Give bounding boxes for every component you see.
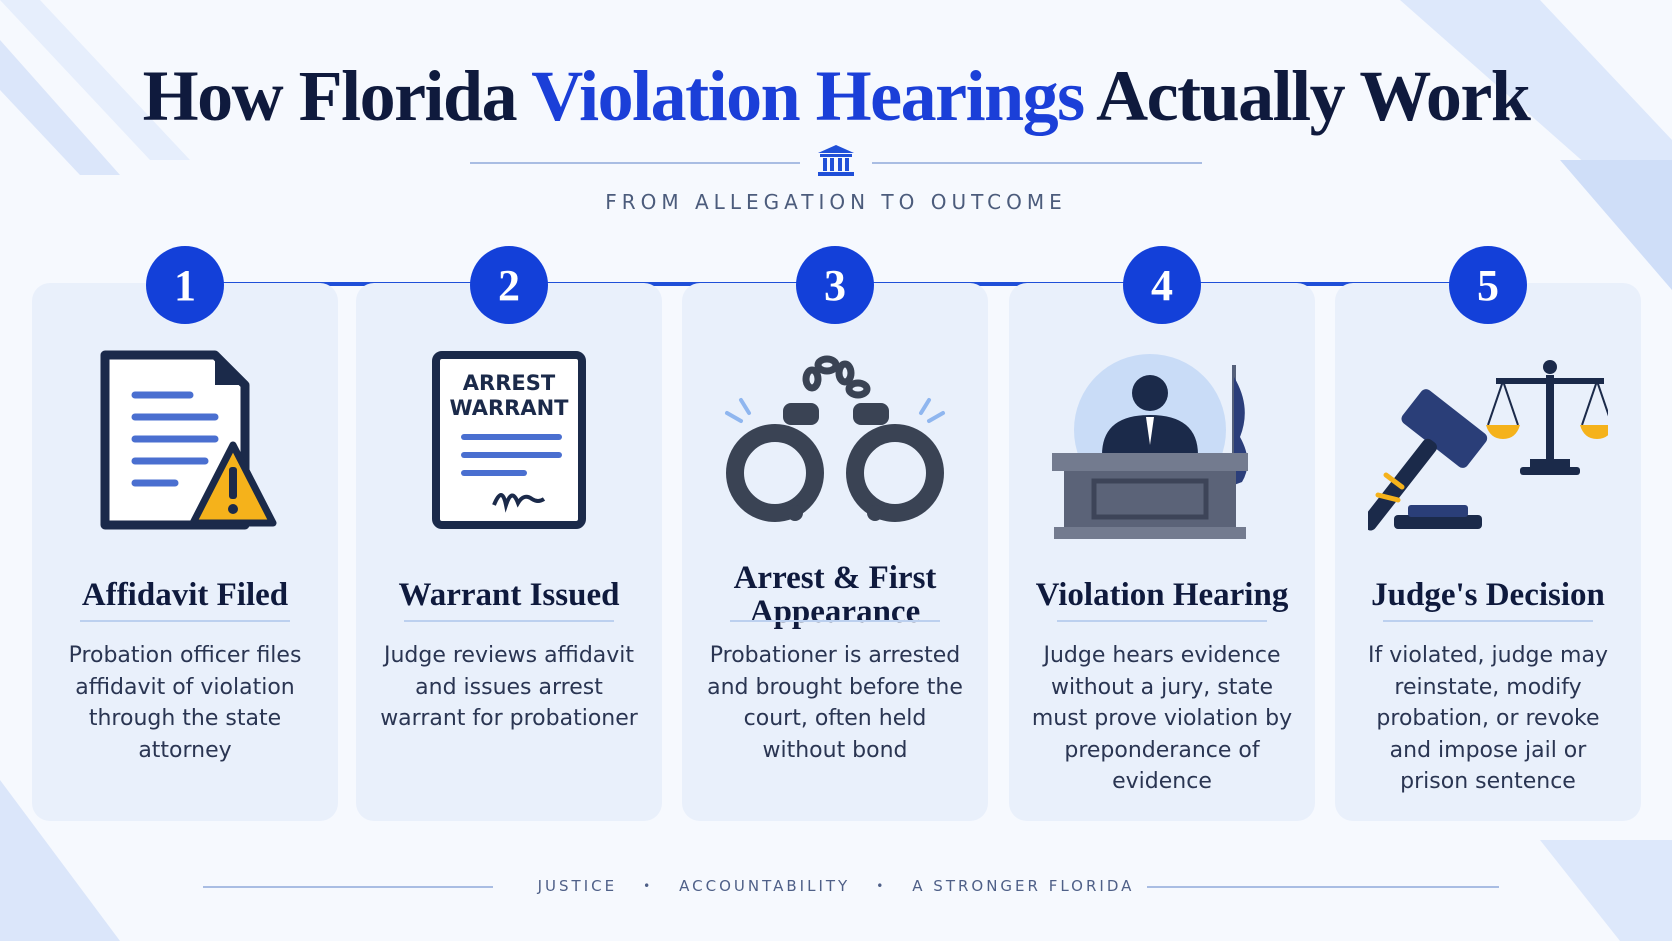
step-description: Probationer is arrested and brought befo… (707, 643, 963, 763)
gavel-scales-icon (1361, 360, 1614, 531)
step-description: Judge reviews affidavit and issues arres… (380, 643, 638, 731)
step-number: 5 (1449, 246, 1527, 324)
handcuffs-icon (725, 355, 945, 522)
title-part: How Florida (142, 56, 518, 136)
step-title: Judge's Decision (1371, 577, 1605, 613)
step-icon (65, 345, 305, 545)
icon-text: ARREST (463, 371, 556, 395)
step-card: Violation Hearing Judge hears evidence wi… (1009, 283, 1315, 821)
step-divider (404, 620, 614, 622)
step-icon (715, 345, 955, 545)
footer-item: ACCOUNTABILITY (679, 877, 851, 895)
document-warning-icon (100, 350, 277, 530)
step-description: Probation officer files affidavit of vio… (68, 643, 302, 763)
title-rule (470, 162, 800, 164)
step-description: If violated, judge may reinstate, modify… (1368, 643, 1608, 794)
step-title: Warrant Issued (398, 577, 620, 613)
step-divider (1057, 620, 1267, 622)
step-icon: ARREST WARRANT (389, 345, 629, 545)
footer-rule (1147, 886, 1499, 888)
step-icon (1361, 345, 1614, 545)
step-card: Judge's Decision If violated, judge may r… (1335, 283, 1641, 821)
title-part: Actually Work (1096, 56, 1531, 136)
step-description: Judge hears evidence without a jury, sta… (1031, 643, 1293, 794)
step-icon (1042, 345, 1282, 545)
hearing-icon (1052, 354, 1248, 539)
step-number: 4 (1123, 246, 1201, 324)
separator-dot: • (643, 879, 654, 893)
step-number: 2 (470, 246, 548, 324)
subtitle: FROM ALLEGATION TO OUTCOME (605, 190, 1067, 214)
footer-item: JUSTICE (537, 877, 618, 895)
footer-item: A STRONGER FLORIDA (912, 877, 1135, 895)
step-title: Arrest & First Appearance (733, 560, 937, 630)
title-rule (872, 162, 1202, 164)
title: How Florida Violation Hearings Actually … (0, 55, 1672, 138)
step-card: Affidavit Filed Probation officer files a… (32, 283, 338, 821)
title-highlight: Violation Hearings (531, 56, 1085, 136)
step-card: Arrest & First Appearance Probationer is … (682, 283, 988, 821)
step-divider (730, 620, 940, 622)
step-number: 1 (146, 246, 224, 324)
step-title: Violation Hearing (1035, 577, 1289, 613)
footer-rule (203, 886, 493, 888)
footer: JUSTICE • ACCOUNTABILITY • A STRONGER FLORID… (0, 877, 1672, 895)
step-divider (1383, 620, 1593, 622)
icon-text: WARRANT (450, 396, 570, 420)
step-title: Affidavit Filed (81, 577, 289, 613)
step-card: ARREST WARRANT Warrant Issued Judge revie… (356, 283, 662, 821)
arrest-warrant-icon: ARREST WARRANT (432, 351, 586, 529)
courthouse-icon (818, 145, 854, 176)
step-number: 3 (796, 246, 874, 324)
separator-dot: • (876, 879, 887, 893)
step-divider (80, 620, 290, 622)
